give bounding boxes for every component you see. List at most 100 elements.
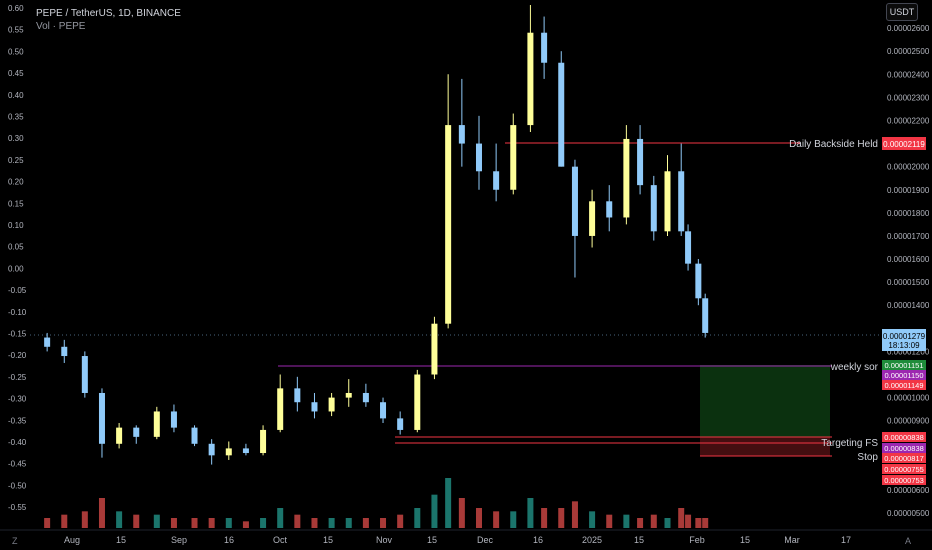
volume-bar bbox=[225, 518, 232, 528]
volume-bar bbox=[589, 511, 596, 528]
left-axis-tick: 0.25 bbox=[8, 156, 24, 165]
volume-bar bbox=[311, 518, 318, 528]
right-axis-tick: 0.00002200 bbox=[887, 116, 930, 125]
right-axis-tick: 0.00000600 bbox=[887, 486, 930, 495]
time-axis-label: 2025 bbox=[582, 535, 602, 545]
candle-body bbox=[242, 448, 249, 454]
candle-body bbox=[493, 171, 500, 190]
time-axis-label: Nov bbox=[376, 535, 393, 545]
target-zone[interactable] bbox=[700, 365, 830, 437]
volume-bar bbox=[431, 494, 438, 528]
volume-bar bbox=[397, 514, 404, 528]
left-axis: 0.60 0.55 0.50 0.45 0.40 0.35 0.30 0.25 0.20 0.15… bbox=[8, 4, 27, 512]
candle-body bbox=[527, 32, 534, 126]
volume-bar bbox=[650, 514, 657, 528]
left-axis-tick: 0.00 bbox=[8, 264, 24, 273]
right-axis-tick: 0.00001000 bbox=[887, 394, 930, 403]
candle-body bbox=[458, 125, 465, 144]
weekly-sor-tag-text: 0.00001151 bbox=[884, 361, 923, 370]
left-axis-tick: -0.40 bbox=[8, 438, 27, 447]
candle-body bbox=[558, 62, 565, 167]
countdown-text: 18:13:09 bbox=[888, 341, 920, 350]
tag-753 bbox=[882, 475, 926, 485]
stop-zone[interactable] bbox=[700, 437, 830, 456]
left-axis-tick: -0.25 bbox=[8, 373, 27, 382]
volume-bar bbox=[277, 508, 284, 528]
volume-bar bbox=[623, 514, 630, 528]
volume-bar bbox=[191, 518, 198, 528]
auto-scale-icon[interactable]: A bbox=[905, 536, 912, 546]
volume-bar bbox=[571, 501, 578, 528]
volume-bar bbox=[685, 514, 692, 528]
volume-bar bbox=[294, 514, 301, 528]
chart-legend: PEPE / TetherUS, 1D, BINANCE Vol · PEPE bbox=[36, 7, 181, 33]
right-axis-tick: 0.00002600 bbox=[887, 24, 930, 33]
tag-838b-text: 0.00000838 bbox=[884, 444, 924, 453]
candle-body bbox=[685, 231, 692, 264]
right-axis-tick: 0.00002500 bbox=[887, 47, 930, 56]
left-axis-tick: 0.55 bbox=[8, 26, 24, 35]
volume-bar bbox=[260, 518, 267, 528]
volume-bar bbox=[208, 518, 215, 528]
price-tags: 0.00002119 0.00001279 18:13:09 0.0000115… bbox=[882, 137, 926, 485]
candle-body bbox=[702, 298, 709, 333]
daily-backside-label: Daily Backside Held bbox=[789, 139, 878, 150]
left-axis-tick: 0.50 bbox=[8, 47, 24, 56]
time-axis-label: Sep bbox=[171, 535, 187, 545]
time-axis-label: 17 bbox=[841, 535, 851, 545]
left-axis-tick: -0.55 bbox=[8, 503, 27, 512]
volume-bar bbox=[527, 498, 534, 528]
left-axis-tick: -0.35 bbox=[8, 416, 27, 425]
daily-backside-tag bbox=[882, 137, 926, 150]
volume-legend[interactable]: Vol · PEPE bbox=[36, 21, 86, 32]
candle-body bbox=[541, 32, 548, 63]
candle-body bbox=[81, 356, 88, 393]
tag-1150 bbox=[882, 370, 926, 380]
left-axis-tick: 0.45 bbox=[8, 69, 24, 78]
right-axis-tick: 0.00002000 bbox=[887, 163, 930, 172]
candle-body bbox=[380, 402, 387, 419]
left-axis-tick: -0.20 bbox=[8, 351, 27, 360]
stop-label: Stop bbox=[857, 452, 878, 463]
candle-body bbox=[116, 427, 123, 444]
volume-bar bbox=[445, 478, 452, 528]
left-axis-tick: -0.15 bbox=[8, 330, 27, 339]
candle-body bbox=[345, 392, 352, 398]
left-axis-tick: -0.45 bbox=[8, 460, 27, 469]
current-price-text: 0.00001279 bbox=[883, 332, 926, 341]
volume-bar bbox=[541, 508, 548, 528]
weekly-sor-label: weekly sor bbox=[830, 362, 879, 373]
volume-bar bbox=[170, 518, 177, 528]
weekly-sor-tag bbox=[882, 360, 926, 370]
time-axis: Aug 15 Sep 16 Oct 15 Nov 15 Dec 16 2025 15 Feb 15 Mar 1… bbox=[64, 535, 851, 545]
time-axis-label: Oct bbox=[273, 535, 288, 545]
tag-1150-text: 0.00001150 bbox=[884, 371, 923, 380]
candle-body bbox=[695, 263, 702, 299]
candle-body bbox=[328, 397, 335, 412]
right-axis-tick: 0.00001600 bbox=[887, 255, 930, 264]
candle-body bbox=[225, 448, 232, 456]
candle-body bbox=[637, 138, 644, 186]
volume-bar bbox=[606, 514, 613, 528]
volume-bar bbox=[702, 518, 709, 528]
right-axis-tick: 0.00001500 bbox=[887, 278, 930, 287]
time-axis-label: Feb bbox=[689, 535, 705, 545]
goto-icon[interactable]: Z bbox=[12, 536, 18, 546]
left-axis-tick: -0.05 bbox=[8, 286, 27, 295]
time-axis-label: 16 bbox=[224, 535, 234, 545]
left-axis-tick: 0.15 bbox=[8, 199, 24, 208]
symbol-title[interactable]: PEPE / TetherUS, 1D, BINANCE bbox=[36, 8, 181, 19]
tag-838a-text: 0.00000838 bbox=[884, 433, 924, 442]
time-axis-label: 15 bbox=[634, 535, 644, 545]
left-axis-tick: -0.50 bbox=[8, 481, 27, 490]
candle-body bbox=[61, 346, 68, 357]
tag-1149-text: 0.00001149 bbox=[884, 381, 923, 390]
currency-button[interactable]: USDT bbox=[886, 3, 918, 21]
time-axis-label: 16 bbox=[533, 535, 543, 545]
volume-bar bbox=[493, 511, 500, 528]
volume-bar bbox=[133, 514, 140, 528]
candle-body bbox=[260, 429, 267, 454]
left-axis-tick: -0.30 bbox=[8, 395, 27, 404]
